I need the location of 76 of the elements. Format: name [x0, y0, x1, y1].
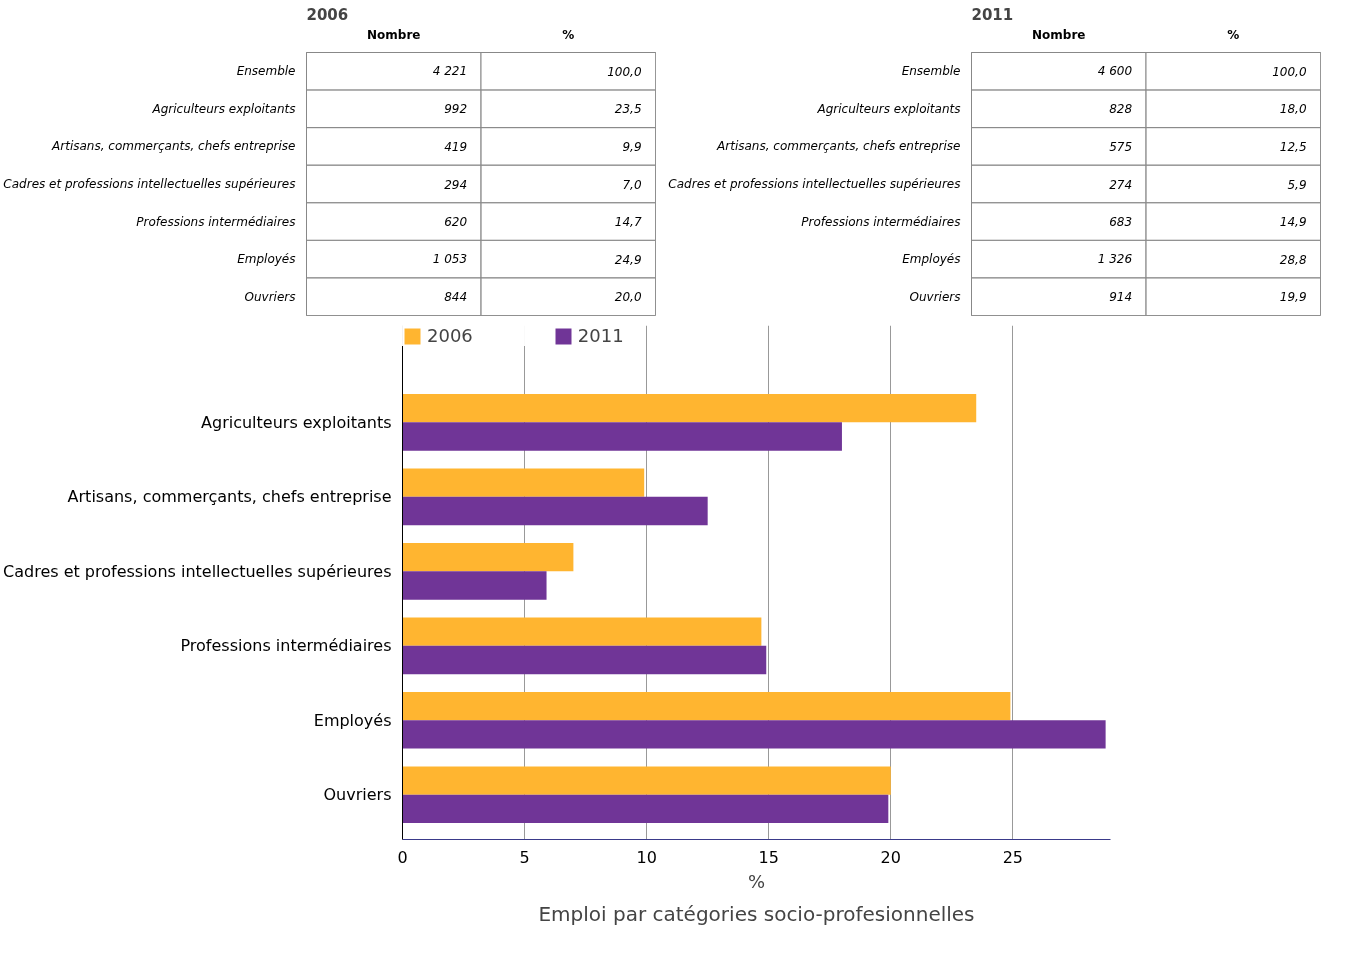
bar [402, 692, 1011, 721]
y-tick-label: Professions intermédiaires [180, 636, 392, 656]
data-label: 18,0 [1279, 102, 1307, 117]
y-tick-label: Agriculteurs exploitants [816, 101, 961, 116]
bar [402, 394, 977, 423]
x-tick-label: 0 [397, 847, 408, 867]
data-label: 992 [444, 102, 468, 117]
text: Emploi par catégories socio-profesionnelles [538, 901, 975, 926]
bar [402, 720, 1106, 749]
y-tick-label: Cadres et professions intellectuelles supérieures [3, 561, 392, 581]
y-tick-label: Cadres et professions intellectuelles supérieures [3, 177, 296, 191]
bar [402, 468, 645, 497]
data-label: 1 326 [1097, 252, 1133, 267]
y-tick-label: Ouvriers [244, 289, 296, 304]
data-label: 7,0 [622, 177, 642, 192]
data-label: 4 221 [432, 64, 468, 79]
data-label: 274 [1109, 177, 1133, 192]
data-label: 294 [444, 177, 468, 192]
x-tick-label: 10 [636, 847, 657, 867]
data-label: 4 600 [1097, 64, 1133, 79]
data-label: 20,0 [614, 290, 642, 305]
bar [402, 794, 889, 824]
y-tick-label: Ouvriers [909, 289, 961, 304]
x-axis-title: % [747, 870, 766, 892]
bar [402, 422, 842, 451]
chart-title: 2011 [971, 5, 1014, 24]
y-tick-label: Ensemble [236, 64, 296, 79]
y-tick-label: Employés [313, 710, 392, 730]
data-label: 12,5 [1279, 139, 1307, 154]
y-tick-label: Employés [902, 252, 961, 267]
x-tick-label: 15 [758, 847, 779, 867]
data-label: 419 [444, 139, 468, 154]
data-label: 23,5 [614, 102, 642, 117]
x-tick-label: Nombre [367, 27, 421, 42]
y-tick-label: Cadres et professions intellectuelles supérieures [668, 177, 961, 191]
y-tick-label: Professions intermédiaires [136, 214, 296, 229]
data-label: 844 [444, 290, 468, 305]
x-tick-label: 20 [880, 847, 901, 867]
bar [402, 617, 762, 646]
y-tick-label: Ouvriers [323, 785, 392, 805]
bar [402, 571, 547, 600]
data-label: 9,9 [622, 139, 642, 154]
legend-label: 2011 [577, 325, 624, 346]
legend-label: 2006 [427, 325, 473, 346]
x-tick-label: % [562, 27, 575, 42]
x-tick-label: Nombre [1032, 27, 1086, 42]
y-tick-label: Ensemble [901, 64, 961, 79]
bar [402, 645, 767, 675]
data-label: 620 [444, 215, 468, 230]
y-tick-label: Agriculteurs exploitants [201, 412, 392, 432]
y-tick-label: Artisans, commerçants, chefs entreprise [67, 487, 392, 507]
data-label: 100,0 [1272, 64, 1307, 79]
data-label: 19,9 [1279, 290, 1307, 305]
data-label: 914 [1109, 290, 1133, 305]
data-label: 1 053 [432, 252, 468, 267]
x-tick-label: 25 [1002, 847, 1024, 867]
data-label: 14,9 [1279, 215, 1307, 230]
data-label: 100,0 [607, 64, 642, 79]
data-label: 5,9 [1287, 177, 1307, 192]
data-label: 575 [1109, 139, 1133, 154]
data-label: 828 [1109, 102, 1133, 117]
y-tick-label: Professions intermédiaires [801, 214, 961, 229]
y-tick-label: Employés [237, 252, 296, 267]
x-tick-label: % [1227, 27, 1240, 42]
bar [402, 766, 891, 795]
y-tick-label: Artisans, commerçants, chefs entreprise [716, 139, 961, 154]
chart-title: 2006 [306, 5, 349, 24]
x-tick-label: 5 [519, 847, 530, 867]
data-label: 683 [1109, 215, 1133, 230]
bar [402, 543, 574, 572]
data-label: 14,7 [614, 215, 642, 230]
data-label: 28,8 [1279, 252, 1307, 267]
bar [402, 496, 708, 526]
y-tick-label: Agriculteurs exploitants [151, 101, 296, 116]
data-label: 24,9 [614, 252, 642, 267]
y-tick-label: Artisans, commerçants, chefs entreprise [51, 139, 296, 154]
